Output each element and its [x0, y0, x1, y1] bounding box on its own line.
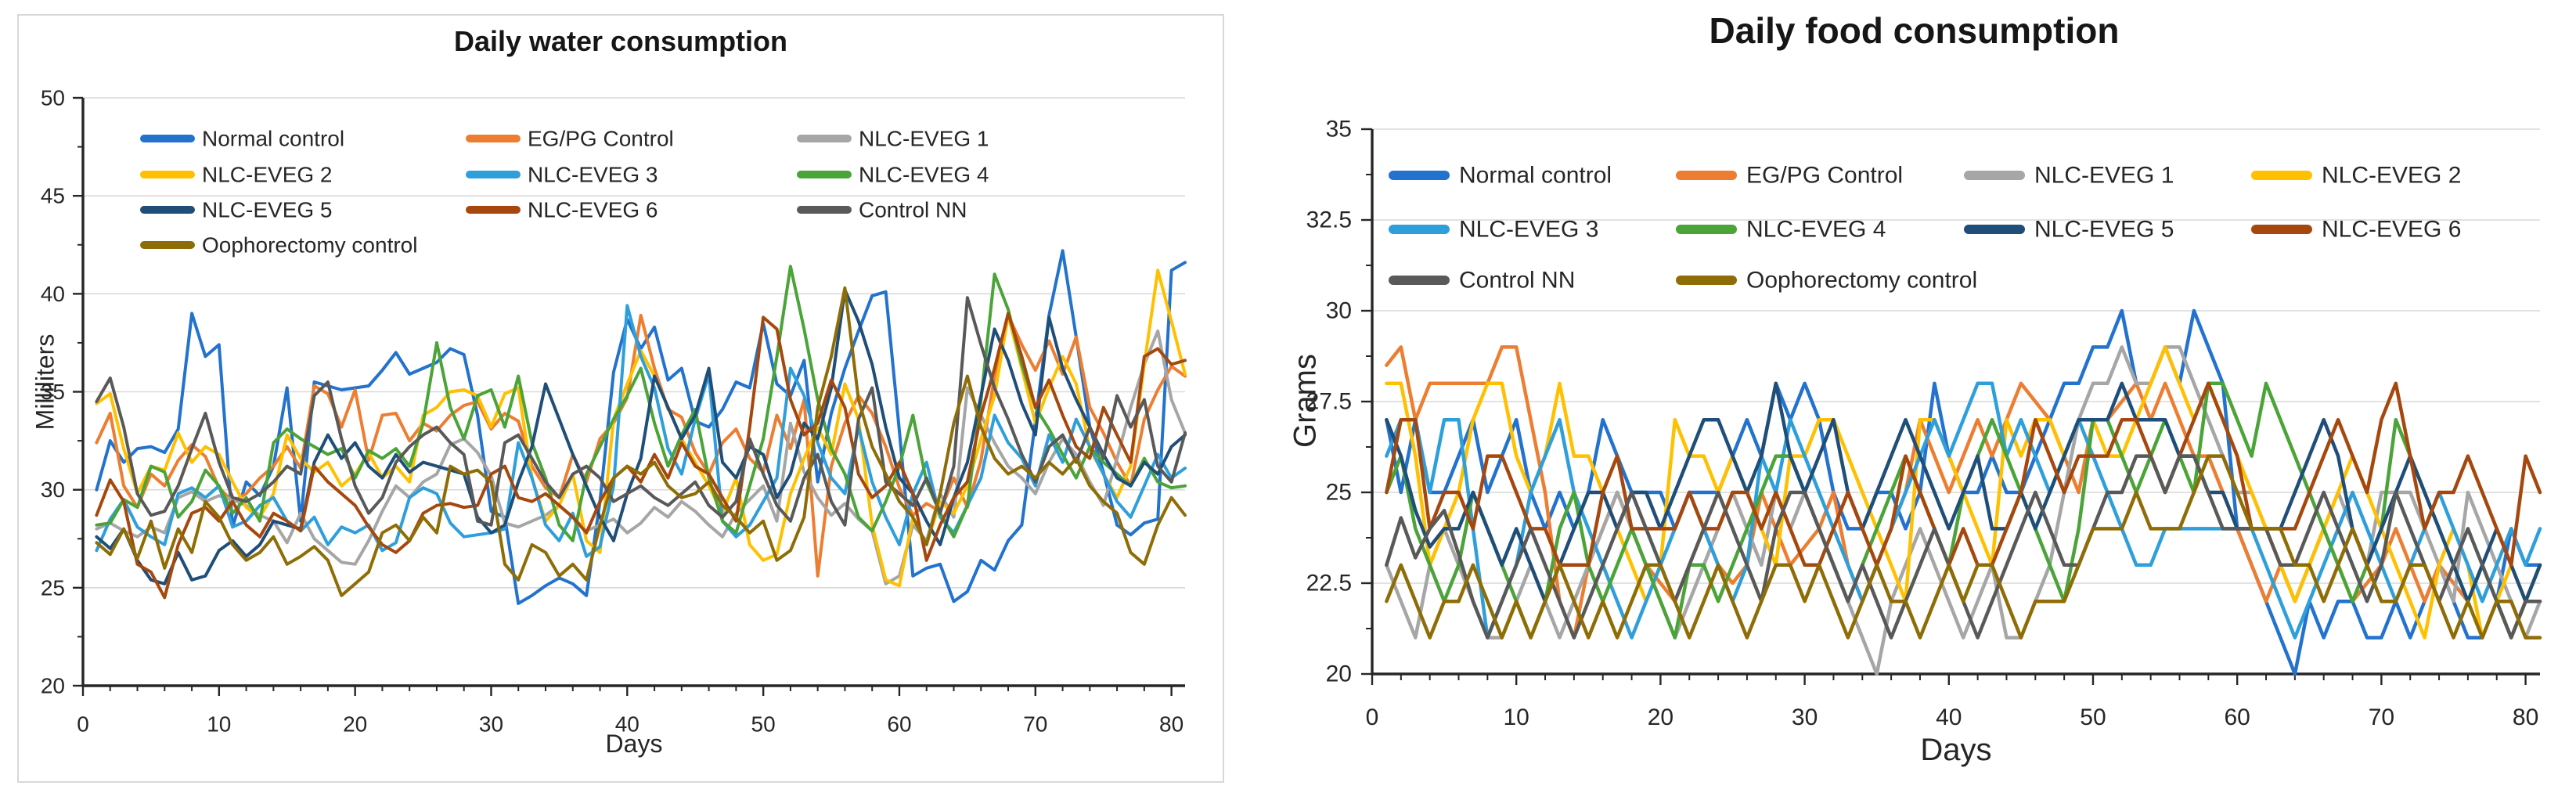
food-chart-panel: 20 22.5 25 27.5 30 32.5 35 0 10 20 30 40 50 60 70 80 Nor… — [1252, 0, 2576, 800]
legend-label: Oophorectomy control — [202, 233, 417, 258]
series-line-control-nn — [95, 296, 1187, 527]
legend-item-nlc-eveg-6: NLC-EVEG 6 — [466, 198, 658, 222]
x-tick-label: 80 — [2513, 705, 2538, 730]
series-line-control-nn — [1385, 454, 2542, 640]
legend-label: Control NN — [859, 198, 967, 222]
legend-item-nlc-eveg-6: NLC-EVEG 6 — [2251, 217, 2461, 243]
water-x-axis-title: Days — [605, 730, 663, 758]
y-tick-label: 25 — [41, 575, 65, 600]
legend-item-control-nn: Control NN — [1389, 268, 1575, 294]
water-chart: 20 25 30 35 40 45 50 0 10 20 30 40 50 60 70 80 Normal co… — [41, 86, 1187, 736]
legend-label: NLC-EVEG 1 — [859, 127, 989, 151]
x-tick-label: 30 — [1792, 705, 1818, 730]
series-line-nlc-eveg-1 — [95, 329, 1187, 586]
y-tick-label: 20 — [1326, 661, 1352, 687]
y-tick-label: 35 — [41, 380, 65, 404]
legend-item-nlc-eveg-3: NLC-EVEG 3 — [1389, 217, 1598, 243]
legend-label: NLC-EVEG 2 — [2322, 163, 2461, 189]
x-tick-label: 60 — [2224, 705, 2250, 730]
legend-label: EG/PG Control — [528, 127, 674, 151]
water-y-axis-title: Milliliters — [31, 333, 59, 431]
x-tick-label: 20 — [1648, 705, 1673, 730]
y-tick-label: 45 — [41, 184, 65, 208]
x-tick-label: 10 — [1504, 705, 1529, 730]
y-tick-label: 30 — [41, 477, 65, 502]
y-tick-label: 20 — [41, 674, 65, 698]
food-chart-title: Daily food consumption — [1709, 10, 2120, 51]
y-tick-label: 27.5 — [1306, 389, 1352, 415]
legend-item-nlc-eveg-5: NLC-EVEG 5 — [140, 198, 333, 222]
series-line-nlc-eveg-3 — [95, 304, 1187, 558]
x-tick-label: 10 — [207, 712, 231, 736]
legend-item-nlc-eveg-2: NLC-EVEG 2 — [2251, 163, 2461, 189]
legend-label: Normal control — [202, 127, 344, 151]
legend-item-nlc-eveg-3: NLC-EVEG 3 — [466, 163, 658, 187]
legend-label: NLC-EVEG 3 — [528, 163, 658, 187]
legend-label: NLC-EVEG 1 — [2034, 163, 2174, 189]
y-tick-label: 35 — [1326, 117, 1352, 142]
y-tick-label: 32.5 — [1306, 207, 1352, 233]
legend-item-nlc-eveg-1: NLC-EVEG 1 — [1964, 163, 2174, 189]
legend-item-normal-control: Normal control — [1389, 163, 1612, 189]
y-tick-label: 50 — [41, 86, 65, 110]
legend-label: NLC-EVEG 2 — [202, 163, 333, 187]
legend-label: NLC-EVEG 4 — [1746, 217, 1886, 243]
water-chart-panel: 20 25 30 35 40 45 50 0 10 20 30 40 50 60 70 80 Normal co… — [17, 14, 1224, 783]
y-tick-label: 25 — [1326, 480, 1352, 506]
y-tick-label: 40 — [41, 282, 65, 306]
food-y-axis-title: Grams — [1288, 354, 1323, 448]
legend-item-nlc-eveg-2: NLC-EVEG 2 — [140, 163, 333, 187]
legend-item-nlc-eveg-5: NLC-EVEG 5 — [1964, 217, 2174, 243]
series-line-nlc-eveg-5 — [95, 288, 1187, 586]
x-tick-label: 20 — [343, 712, 367, 736]
legend-item-control-nn: Control NN — [797, 198, 967, 222]
x-tick-label: 60 — [887, 712, 911, 736]
series-line-nlc-eveg-6 — [95, 312, 1187, 600]
legend-label: NLC-EVEG 6 — [2322, 217, 2461, 243]
legend-label: NLC-EVEG 3 — [1459, 217, 1598, 243]
legend-label: NLC-EVEG 5 — [2034, 217, 2174, 243]
series-line-oophorectomy-control — [95, 286, 1187, 597]
series-line-nlc-eveg-1 — [1385, 345, 2542, 676]
food-x-axis-title: Days — [1920, 733, 1992, 767]
legend-item-oophorectomy-control: Oophorectomy control — [140, 233, 417, 258]
series-line-nlc-eveg-4 — [95, 265, 1187, 542]
x-tick-label: 50 — [2080, 705, 2106, 730]
legend-item-nlc-eveg-4: NLC-EVEG 4 — [797, 163, 989, 187]
legend-label: EG/PG Control — [1746, 163, 1903, 189]
legend-item-nlc-eveg-4: NLC-EVEG 4 — [1676, 217, 1886, 243]
water-chart-title: Daily water consumption — [453, 25, 788, 57]
legend-label: Control NN — [1459, 268, 1575, 294]
series-line-oophorectomy-control — [1385, 454, 2542, 640]
x-tick-label: 70 — [2369, 705, 2394, 730]
x-tick-label: 30 — [479, 712, 503, 736]
legend-label: NLC-EVEG 6 — [528, 198, 658, 222]
legend-label: NLC-EVEG 5 — [202, 198, 333, 222]
y-tick-label: 30 — [1326, 298, 1352, 324]
legend-label: Normal control — [1459, 163, 1612, 189]
series-line-nlc-eveg-6 — [1385, 381, 2542, 568]
legend-item-normal-control: Normal control — [140, 127, 344, 151]
legend-item-eg-pg-control: EG/PG Control — [466, 127, 674, 151]
x-tick-label: 0 — [1366, 705, 1379, 730]
x-tick-label: 0 — [77, 712, 89, 736]
x-tick-label: 70 — [1023, 712, 1047, 736]
legend-item-nlc-eveg-1: NLC-EVEG 1 — [797, 127, 989, 151]
legend-label: Oophorectomy control — [1746, 268, 1977, 294]
x-tick-label: 40 — [615, 712, 639, 736]
x-tick-label: 50 — [751, 712, 776, 736]
series-line-nlc-eveg-5 — [1385, 381, 2542, 604]
y-tick-label: 22.5 — [1306, 571, 1352, 596]
legend-label: NLC-EVEG 4 — [859, 163, 989, 187]
x-tick-label: 40 — [1936, 705, 1962, 730]
x-tick-label: 80 — [1159, 712, 1184, 736]
food-chart: 20 22.5 25 27.5 30 32.5 35 0 10 20 30 40 50 60 70 80 Nor… — [1306, 117, 2542, 730]
legend-item-eg-pg-control: EG/PG Control — [1676, 163, 1903, 189]
legend-item-oophorectomy-control: Oophorectomy control — [1676, 268, 1977, 294]
